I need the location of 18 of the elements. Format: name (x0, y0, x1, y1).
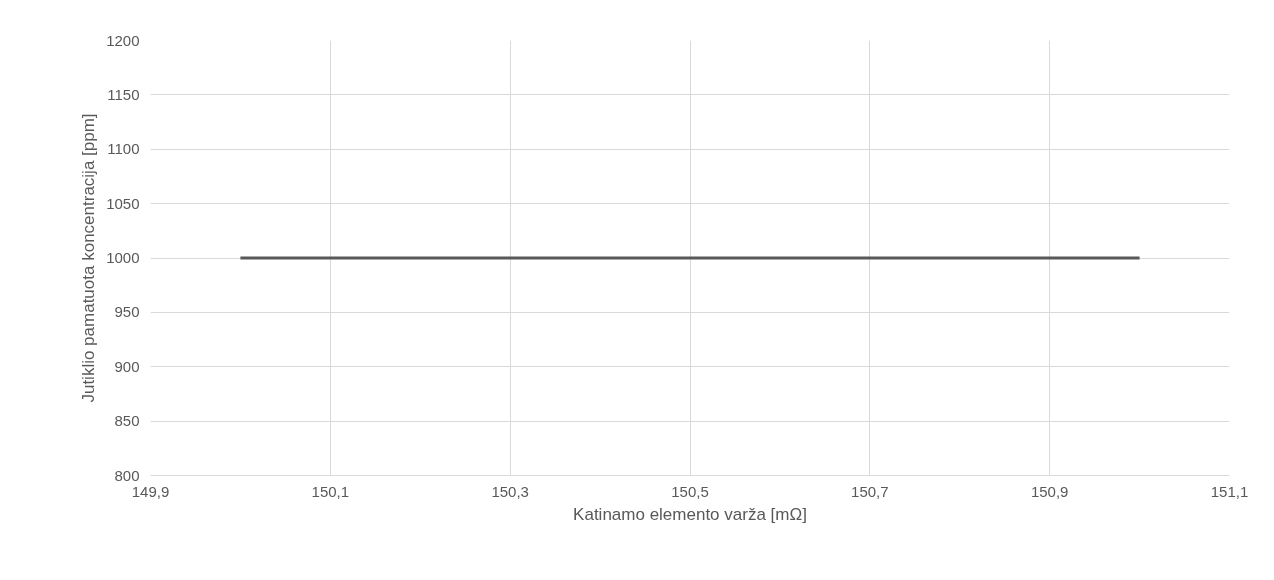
x-tick-label: 150,9 (1030, 482, 1069, 500)
y-tick-label: 1050 (106, 194, 140, 212)
x-tick-label: 151,1 (1210, 482, 1249, 500)
y-tick-label: 1000 (106, 249, 140, 266)
y-axis-title: Jutiklio pamatuota koncentracija [ppm] (79, 113, 99, 403)
x-axis-title: Katinamo elemento varža [mΩ] (573, 504, 807, 524)
y-tick-label: 1150 (107, 85, 140, 103)
y-tick-label: 800 (114, 466, 140, 484)
x-tick-label: 150,5 (671, 482, 709, 500)
y-tick-label: 900 (114, 357, 140, 375)
x-tick-label: 150,1 (311, 482, 350, 500)
y-tick-label: 950 (114, 303, 140, 321)
y-tick-label: 1200 (106, 31, 140, 49)
y-tick-label: 1100 (107, 140, 140, 158)
x-tick-label: 150,3 (491, 482, 529, 500)
x-tick-label: 150,7 (851, 482, 889, 500)
x-tick-label: 149,9 (131, 482, 170, 500)
y-tick-label: 850 (114, 412, 140, 430)
